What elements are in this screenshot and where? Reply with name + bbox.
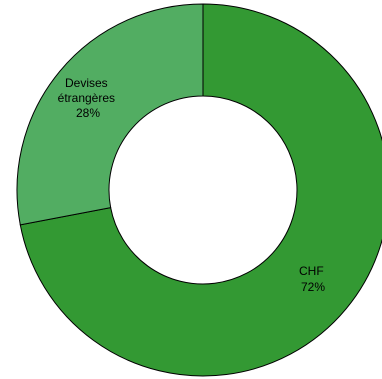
slice-label-devises-line1: Devises (65, 76, 108, 90)
slice-label-devises-value: 28% (76, 106, 100, 120)
slice-label-chf-value: 72% (301, 280, 325, 294)
slice-label-devises: Devises étrangères 28% (58, 76, 119, 120)
slice-chf (19, 3, 382, 377)
slice-label-chf: CHF 72% (299, 264, 327, 294)
slice-label-devises-line2: étrangères (58, 91, 115, 105)
slice-label-chf-name: CHF (299, 264, 324, 278)
donut-slices (16, 3, 382, 377)
slice-devises (16, 3, 204, 226)
